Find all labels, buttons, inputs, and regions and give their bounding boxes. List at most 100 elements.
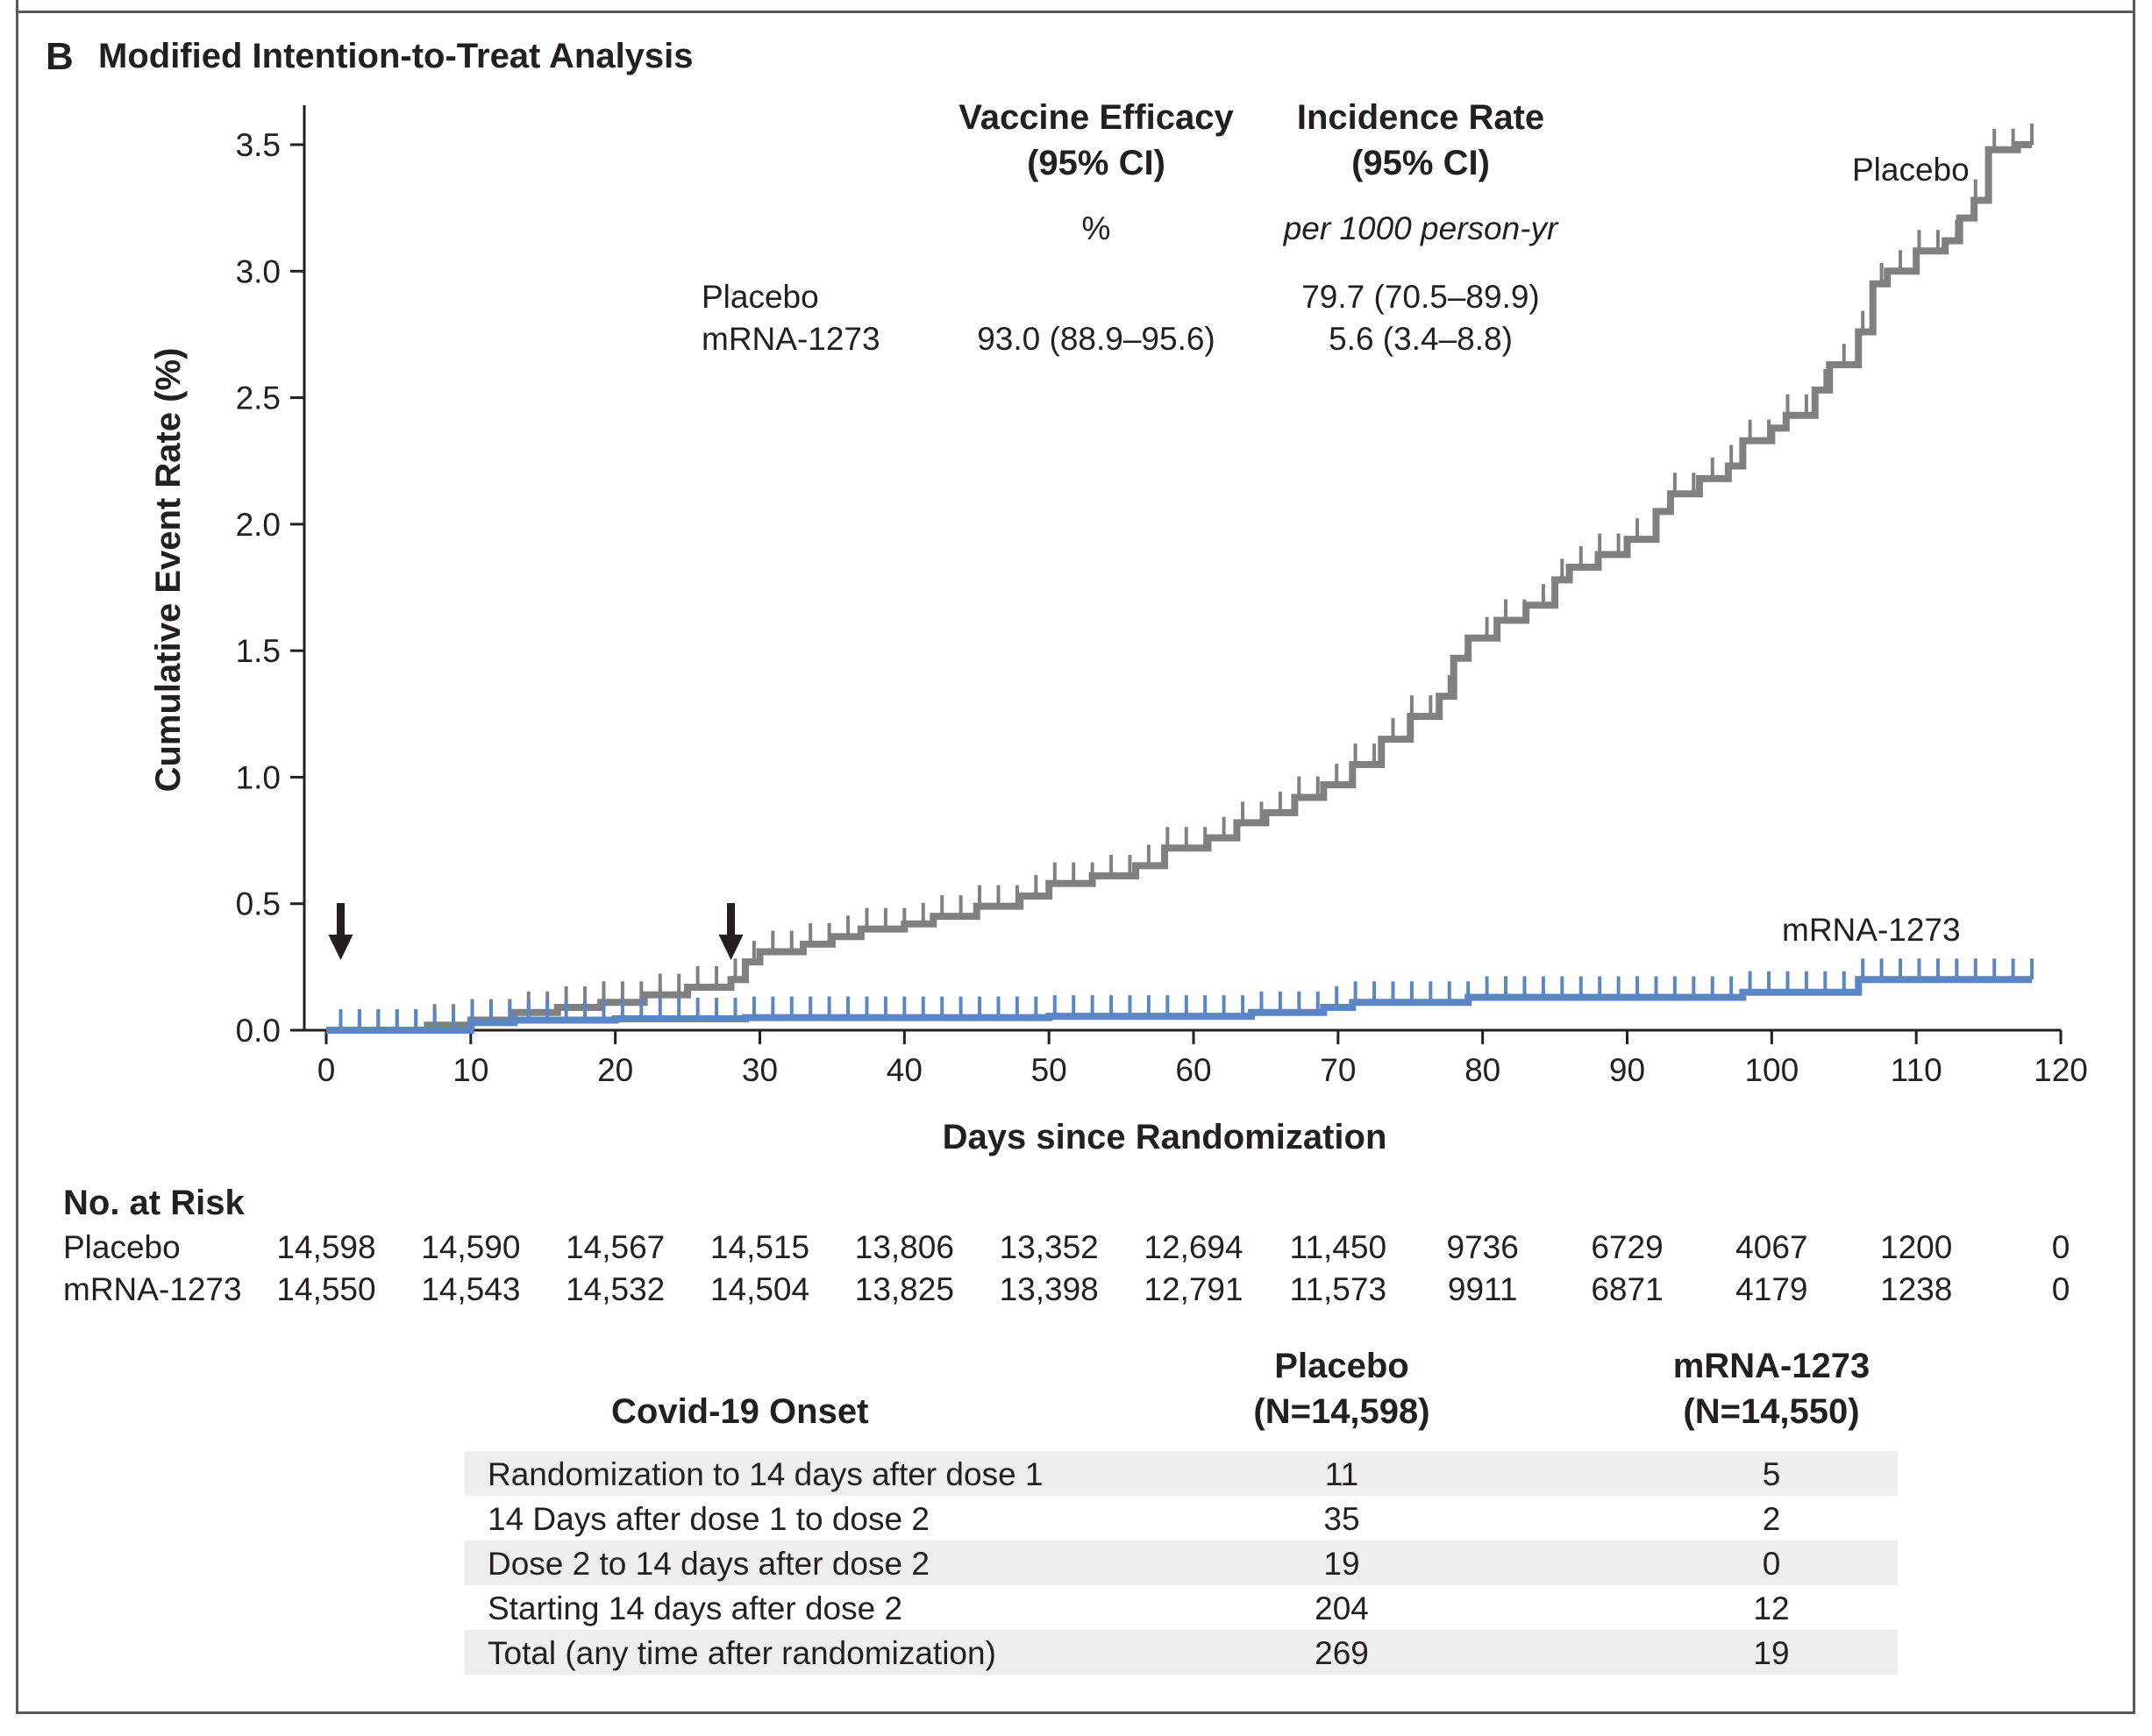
onset-col-mrna-1: mRNA-1273	[1672, 1347, 1871, 1385]
efficacy-row-label: mRNA-1273	[702, 321, 880, 357]
onset-mrna: 19	[1753, 1635, 1790, 1671]
risk-value: 13,806	[854, 1229, 954, 1265]
risk-value: 14,504	[709, 1271, 810, 1307]
ve-header-2: (95% CI)	[1027, 144, 1165, 182]
risk-value: 0	[2051, 1229, 2070, 1265]
onset-col-placebo-1: Placebo	[1274, 1347, 1409, 1385]
ir-unit: per 1000 person-yr	[1283, 210, 1558, 246]
risk-value: 12,791	[1144, 1271, 1243, 1307]
risk-value: 6871	[1591, 1271, 1664, 1307]
risk-value: 1200	[1880, 1229, 1953, 1265]
series-label-mrna: mRNA-1273	[1782, 912, 1961, 948]
risk-row-label: Placebo	[63, 1229, 181, 1265]
risk-value: 4067	[1735, 1229, 1808, 1265]
risk-value: 11,573	[1289, 1271, 1387, 1307]
risk-value: 0	[2051, 1271, 2070, 1307]
risk-value: 14,598	[276, 1229, 376, 1265]
risk-table-header: No. at Risk	[63, 1184, 245, 1222]
risk-value: 4179	[1735, 1271, 1808, 1307]
onset-placebo: 269	[1315, 1635, 1369, 1671]
y-tick-label: 1.0	[236, 759, 281, 795]
figure-frame	[16, 0, 2135, 1714]
series-label-placebo: Placebo	[1852, 152, 1970, 188]
km-chart: 0 10 20 30 40 50 60 70 80 90 100 110 120 0.0 0.5 1.0 1.5…	[149, 105, 2088, 1156]
risk-value: 1238	[1880, 1271, 1953, 1307]
ir-header-2: (95% CI)	[1351, 144, 1490, 182]
risk-value: 14,550	[276, 1271, 376, 1307]
x-tick-label: 80	[1464, 1052, 1500, 1088]
axes: 0 10 20 30 40 50 60 70 80 90 100 110 120 0.0 0.5 1.0 1.5…	[236, 105, 2088, 1088]
risk-value: 11,450	[1289, 1229, 1387, 1265]
risk-value: 14,590	[421, 1229, 521, 1265]
panel-letter: B	[46, 35, 74, 78]
onset-placebo: 35	[1323, 1501, 1360, 1537]
efficacy-row-ve: 93.0 (88.9–95.6)	[977, 321, 1215, 357]
risk-row-label: mRNA-1273	[63, 1271, 242, 1307]
onset-placebo: 19	[1323, 1546, 1360, 1582]
chart-marks	[326, 124, 2034, 1034]
table-row: Starting 14 days after dose 2 204 12	[465, 1585, 1898, 1630]
onset-mrna: 2	[1762, 1501, 1781, 1537]
table-row: Dose 2 to 14 days after dose 2 19 0	[465, 1540, 1898, 1585]
onset-mrna: 5	[1762, 1456, 1781, 1492]
y-tick-label: 0.5	[236, 886, 281, 922]
risk-value: 13,398	[999, 1271, 1099, 1307]
risk-value: 9911	[1447, 1271, 1518, 1307]
dose-arrow-head	[718, 935, 744, 960]
x-tick-label: 110	[1891, 1052, 1942, 1088]
ir-header-1: Incidence Rate	[1296, 98, 1545, 137]
onset-label: Starting 14 days after dose 2	[488, 1590, 903, 1626]
risk-value: 12,694	[1144, 1229, 1243, 1265]
efficacy-row-ir: 79.7 (70.5–89.9)	[1301, 279, 1540, 315]
ve-header-1: Vaccine Efficacy	[958, 98, 1234, 137]
risk-value: 14,532	[566, 1271, 666, 1307]
onset-label: 14 Days after dose 1 to dose 2	[488, 1501, 930, 1537]
x-tick-label: 120	[2034, 1052, 2088, 1088]
y-tick-label: 3.5	[236, 127, 281, 163]
efficacy-row-label: Placebo	[702, 279, 819, 315]
panel-title: Modified Intention-to-Treat Analysis	[98, 37, 694, 75]
y-tick-label: 1.5	[236, 633, 281, 669]
onset-placebo: 11	[1324, 1456, 1359, 1492]
risk-value: 14,567	[566, 1229, 666, 1265]
top-border	[16, 11, 2135, 13]
placebo-curve	[326, 141, 2033, 1034]
y-axis-label: Cumulative Event Rate (%)	[149, 348, 188, 793]
x-tick-label: 10	[452, 1052, 488, 1088]
dose-arrow-head	[328, 935, 353, 960]
onset-table: Randomization to 14 days after dose 1 11…	[465, 1451, 1898, 1675]
x-tick-label: 60	[1175, 1052, 1211, 1088]
x-tick-label: 100	[1744, 1052, 1799, 1088]
mrna-curve	[326, 976, 2033, 1034]
ve-unit: %	[1081, 210, 1111, 246]
x-axis-label: Days since Randomization	[943, 1118, 1387, 1156]
x-tick-label: 30	[742, 1052, 778, 1088]
onset-placebo: 204	[1315, 1590, 1369, 1626]
onset-mrna: 12	[1753, 1590, 1790, 1626]
x-tick-label: 50	[1031, 1052, 1067, 1088]
onset-table-title: Covid-19 Onset	[611, 1392, 869, 1431]
y-tick-label: 3.0	[236, 253, 281, 289]
x-tick-label: 0	[317, 1052, 336, 1088]
risk-value: 14,543	[421, 1271, 521, 1307]
risk-value: 9736	[1446, 1229, 1519, 1265]
risk-value: 6729	[1591, 1229, 1664, 1265]
table-row: Randomization to 14 days after dose 1 11…	[465, 1451, 1898, 1496]
risk-value: 13,825	[854, 1271, 954, 1307]
onset-col-mrna-2: (N=14,550)	[1683, 1392, 1860, 1431]
risk-value: 14,515	[709, 1229, 810, 1265]
y-tick-label: 2.0	[236, 507, 281, 543]
risk-value: 13,352	[999, 1229, 1099, 1265]
x-tick-label: 20	[597, 1052, 633, 1088]
y-tick-label: 2.5	[236, 381, 281, 416]
table-row: 14 Days after dose 1 to dose 2 35 2	[465, 1496, 1898, 1540]
x-tick-label: 70	[1320, 1052, 1356, 1088]
onset-label: Total (any time after randomization)	[488, 1635, 996, 1671]
x-tick-label: 90	[1609, 1052, 1645, 1088]
onset-col-placebo-2: (N=14,598)	[1253, 1392, 1430, 1431]
y-tick-label: 0.0	[236, 1013, 281, 1049]
onset-label: Dose 2 to 14 days after dose 2	[488, 1546, 930, 1582]
onset-mrna: 0	[1762, 1546, 1781, 1582]
x-tick-label: 40	[887, 1052, 923, 1088]
table-row: Total (any time after randomization) 269…	[465, 1630, 1898, 1675]
